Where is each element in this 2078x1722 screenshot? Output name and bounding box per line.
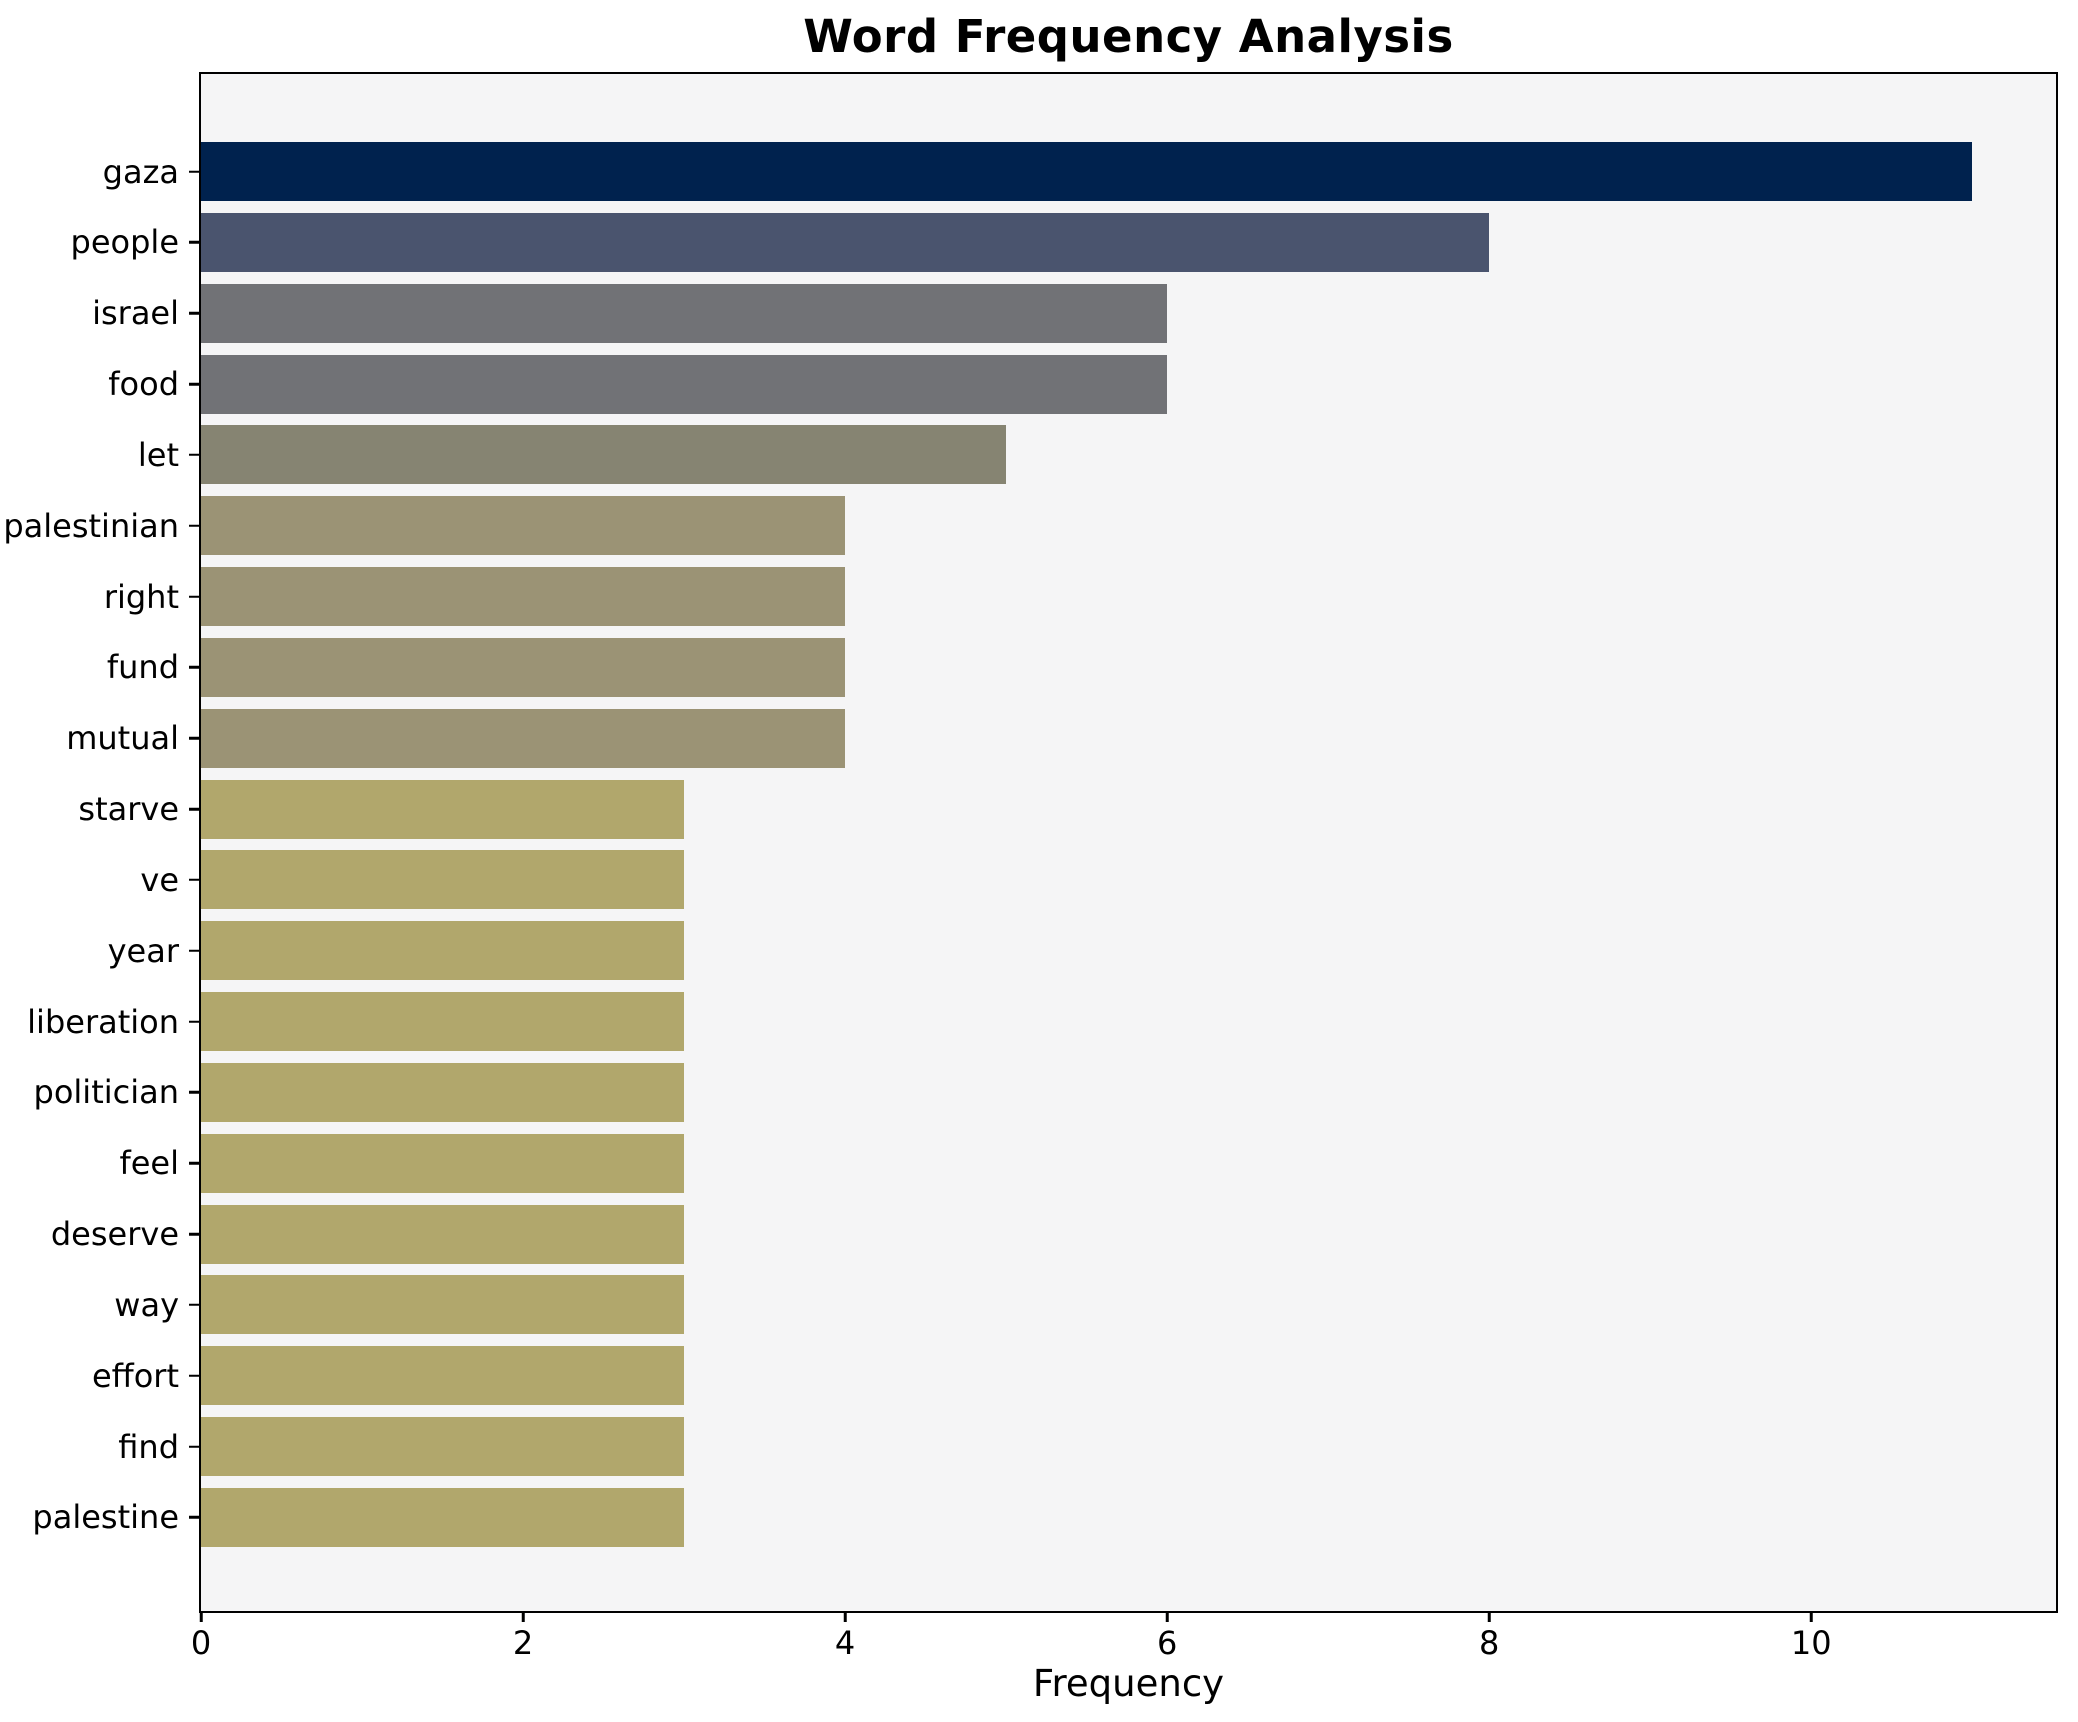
- bar-effort: [201, 1346, 685, 1406]
- chart-title: Word Frequency Analysis: [803, 10, 1454, 63]
- y-tick-label: deserve: [50, 1215, 179, 1254]
- x-tick-mark: [1809, 1611, 1813, 1622]
- x-tick-label: 10: [1790, 1624, 1832, 1662]
- x-tick-mark: [199, 1611, 203, 1622]
- y-tick-mark: [189, 1020, 201, 1023]
- y-tick-mark: [189, 595, 201, 598]
- y-tick-mark: [189, 170, 201, 173]
- bar-let: [201, 425, 1007, 485]
- y-tick-label: fund: [106, 648, 179, 687]
- bar-food: [201, 354, 1168, 414]
- y-tick-mark: [189, 1232, 201, 1236]
- bar-ve: [201, 850, 685, 910]
- y-tick-label: palestine: [32, 1498, 179, 1537]
- bar-politician: [201, 1062, 685, 1122]
- x-tick-label: 0: [190, 1624, 212, 1662]
- x-tick-label: 6: [1156, 1624, 1178, 1662]
- bar-deserve: [201, 1204, 685, 1264]
- x-tick-mark: [843, 1611, 847, 1622]
- y-tick-label: israel: [92, 294, 179, 333]
- x-tick-mark: [1165, 1611, 1169, 1622]
- bar-way: [201, 1275, 685, 1335]
- plot-area: gaza people israel food let palestinian right f…: [3, 72, 2058, 1659]
- bar-starve: [201, 779, 685, 839]
- bar-palestinian: [201, 496, 846, 556]
- y-tick-label: people: [70, 223, 179, 262]
- x-tick-label: 4: [834, 1624, 856, 1662]
- y-tick-mark: [189, 736, 201, 740]
- y-tick-label: food: [108, 365, 179, 404]
- y-tick-mark: [189, 1091, 201, 1094]
- x-tick-mark: [1487, 1611, 1491, 1622]
- y-tick-mark: [189, 524, 201, 527]
- y-tick-mark: [189, 453, 201, 457]
- y-tick-label: effort: [91, 1356, 179, 1395]
- y-tick-mark: [189, 311, 201, 315]
- y-tick-mark: [189, 1445, 201, 1448]
- y-tick-label: ve: [140, 860, 179, 899]
- bar-people: [201, 212, 1490, 272]
- y-tick-label: way: [114, 1285, 179, 1324]
- x-tick-label: 2: [512, 1624, 534, 1662]
- y-tick-label: find: [118, 1427, 179, 1466]
- y-tick-label: year: [107, 931, 179, 970]
- y-tick-label: feel: [119, 1144, 179, 1183]
- y-tick-label: liberation: [27, 1002, 179, 1041]
- y-tick-mark: [189, 1162, 201, 1165]
- y-tick-mark: [189, 666, 201, 669]
- y-tick-label: mutual: [66, 719, 179, 758]
- bar-gaza: [201, 142, 1973, 201]
- y-tick-mark: [189, 1516, 201, 1519]
- bar-palestine: [201, 1487, 685, 1547]
- bar-fund: [201, 637, 846, 697]
- y-tick-mark: [189, 382, 201, 386]
- bar-israel: [201, 283, 1168, 343]
- x-tick-label: 8: [1479, 1624, 1500, 1662]
- y-tick-mark: [189, 807, 201, 811]
- y-tick-label: gaza: [102, 152, 179, 191]
- bar-mutual: [201, 708, 846, 768]
- bar-feel: [201, 1133, 685, 1193]
- bar-liberation: [201, 992, 685, 1052]
- y-tick-label: let: [137, 435, 179, 474]
- bar-find: [201, 1417, 685, 1477]
- y-tick-mark: [189, 1303, 201, 1307]
- bar-right: [201, 567, 846, 627]
- y-tick-mark: [189, 241, 201, 244]
- y-tick-mark: [189, 878, 201, 882]
- y-tick-mark: [189, 949, 201, 952]
- y-tick-label: politician: [33, 1073, 179, 1112]
- y-tick-label: palestinian: [3, 506, 179, 545]
- bar-year: [201, 921, 685, 981]
- y-tick-label: starve: [78, 790, 179, 829]
- y-tick-mark: [189, 1374, 201, 1378]
- y-tick-label: right: [103, 577, 179, 616]
- x-axis-label: Frequency: [1032, 1662, 1225, 1705]
- x-tick-mark: [521, 1611, 525, 1622]
